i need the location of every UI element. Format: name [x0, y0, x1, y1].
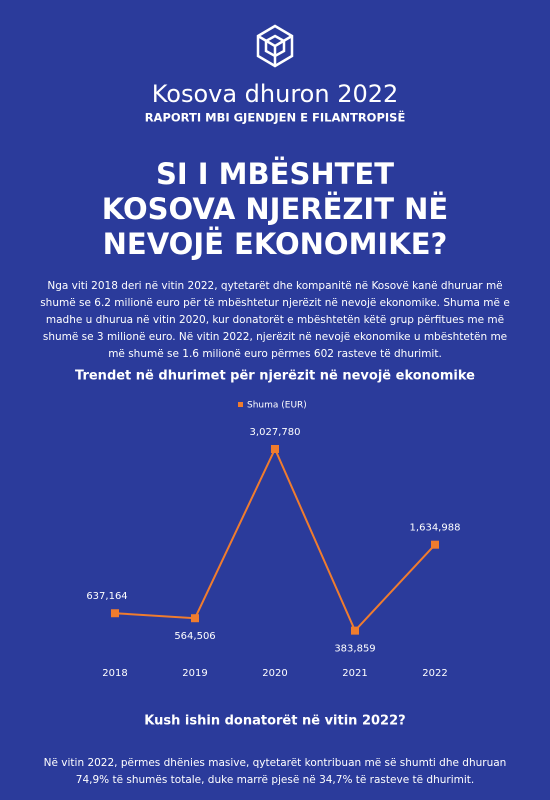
value-label: 564,506	[174, 631, 215, 642]
intro-text: Nga viti 2018 deri në vitin 2022, qyteta…	[40, 280, 510, 360]
value-label: 383,859	[334, 644, 375, 655]
headline: NEVOJË EKONOMIKE?	[103, 227, 448, 261]
headline: KOSOVA NJERËZIT NË	[102, 192, 448, 226]
value-label: 637,164	[86, 591, 127, 602]
value-label: 1,634,988	[410, 523, 461, 534]
marker	[191, 614, 199, 623]
x-tick-label: 2020	[262, 668, 287, 679]
value-label: 3,027,780	[250, 427, 301, 438]
x-tick-label: 2019	[182, 668, 207, 679]
marker	[271, 445, 279, 453]
x-tick-label: 2022	[422, 668, 447, 679]
line	[114, 446, 436, 633]
legend-swatch	[238, 402, 243, 407]
x-tick-label: 2021	[342, 668, 367, 679]
marker	[111, 609, 119, 618]
x-tick-label: 2018	[102, 668, 127, 679]
title: Kosova dhuron 2022	[152, 80, 399, 108]
marker	[351, 626, 359, 635]
section-title: Kush ishin donatorët në vitin 2022?	[144, 714, 405, 729]
subtitle: RAPORTI MBI GJENDJEN E FILANTROPISË	[145, 110, 406, 125]
headline: SI I MBËSHTET	[156, 157, 394, 191]
logo	[256, 24, 294, 68]
marker	[431, 540, 439, 549]
section-text: Në vitin 2022, përmes dhënies masive, qy…	[43, 757, 507, 786]
legend-label: Shuma (EUR)	[247, 401, 307, 411]
chart-title: Trendet në dhurimet për njerëzit në nevo…	[75, 369, 475, 384]
